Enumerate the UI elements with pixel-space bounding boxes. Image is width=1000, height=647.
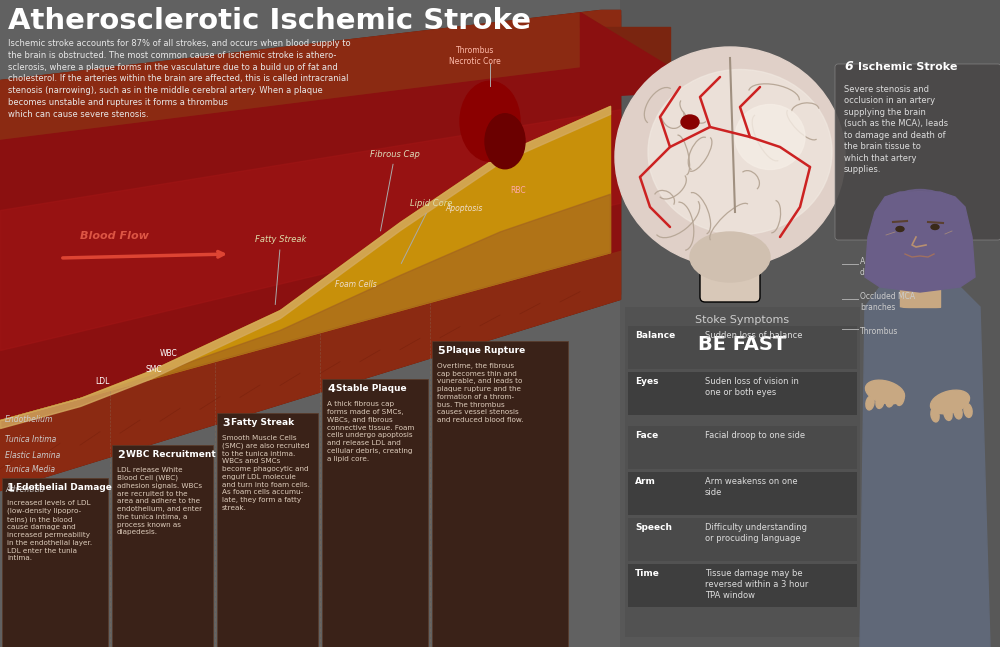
Ellipse shape — [954, 405, 962, 419]
Text: Difficulty understanding
or procuding language: Difficulty understanding or procuding la… — [705, 523, 807, 543]
Polygon shape — [915, 307, 965, 397]
Polygon shape — [865, 307, 930, 387]
Ellipse shape — [460, 82, 520, 161]
Text: SMC: SMC — [145, 365, 162, 374]
Ellipse shape — [931, 225, 939, 230]
Ellipse shape — [883, 192, 958, 272]
Bar — [628, 472, 857, 515]
Text: Arm: Arm — [635, 477, 656, 486]
Ellipse shape — [930, 390, 970, 414]
Text: Overtime, the fibrous
cap becomes thin and
vunerable, and leads to
plaque ruptur: Overtime, the fibrous cap becomes thin a… — [437, 363, 523, 423]
Bar — [628, 326, 857, 369]
Text: RBC: RBC — [510, 186, 526, 195]
Text: 6: 6 — [844, 60, 853, 73]
Text: Fibrous Cap: Fibrous Cap — [370, 149, 420, 231]
Bar — [628, 518, 857, 561]
Bar — [217, 413, 318, 647]
Text: Adventitia: Adventitia — [5, 485, 44, 494]
Text: Stable Plaque: Stable Plaque — [336, 384, 407, 393]
Text: Elastic Lamina: Elastic Lamina — [5, 450, 60, 459]
Text: Fatty Streak: Fatty Streak — [231, 417, 294, 426]
Text: Increased levels of LDL
(low-density lipopro-
teins) in the blood
cause damage a: Increased levels of LDL (low-density lip… — [7, 500, 92, 562]
Text: Endothelium: Endothelium — [5, 415, 53, 424]
Text: Thrombus: Thrombus — [860, 327, 898, 336]
Bar — [432, 341, 568, 647]
Bar — [2, 478, 108, 647]
Text: 5: 5 — [437, 346, 445, 356]
Text: Tunica Media: Tunica Media — [5, 465, 55, 474]
Text: Apoptosis: Apoptosis — [445, 204, 482, 213]
Text: Sudden loss of balance: Sudden loss of balance — [705, 331, 802, 340]
Ellipse shape — [690, 232, 770, 282]
Text: Occluded MCA
branches: Occluded MCA branches — [860, 292, 915, 312]
Ellipse shape — [735, 105, 805, 170]
Text: Arm weakenss on one
side: Arm weakenss on one side — [705, 477, 798, 497]
Text: 2: 2 — [117, 450, 125, 460]
Polygon shape — [865, 192, 975, 292]
Text: Atherosclerotic Ischemic Stroke: Atherosclerotic Ischemic Stroke — [8, 7, 531, 35]
Text: Facial droop to one side: Facial droop to one side — [705, 431, 805, 440]
Text: Balance: Balance — [635, 331, 675, 340]
Text: Face: Face — [635, 431, 658, 440]
Text: WBC: WBC — [160, 349, 178, 358]
Text: BE FAST: BE FAST — [698, 335, 787, 354]
Text: Time: Time — [635, 569, 660, 578]
Ellipse shape — [648, 69, 832, 234]
Text: Area of
damaged tissue: Area of damaged tissue — [860, 258, 921, 277]
FancyBboxPatch shape — [700, 257, 760, 302]
Text: LDL: LDL — [95, 377, 109, 386]
Ellipse shape — [896, 226, 904, 232]
Ellipse shape — [681, 115, 699, 129]
Polygon shape — [860, 282, 990, 647]
Ellipse shape — [896, 391, 904, 406]
Text: A thick fibrous cap
forms made of SMCs,
WBCs, and fibrous
connective tissue. Foa: A thick fibrous cap forms made of SMCs, … — [327, 401, 414, 461]
Text: Lipid Core: Lipid Core — [401, 199, 452, 263]
Text: WBC Recruitment: WBC Recruitment — [126, 450, 216, 459]
Ellipse shape — [485, 114, 525, 169]
Ellipse shape — [886, 393, 894, 407]
Bar — [628, 372, 857, 415]
Text: Eyes: Eyes — [635, 377, 658, 386]
Text: Blood Flow: Blood Flow — [80, 231, 149, 241]
Text: Ischemic Stroke: Ischemic Stroke — [858, 62, 957, 72]
Ellipse shape — [865, 380, 905, 404]
Text: Plaque Rupture: Plaque Rupture — [446, 346, 525, 355]
Ellipse shape — [964, 404, 972, 417]
FancyBboxPatch shape — [835, 64, 1000, 240]
Text: Severe stenosis and
occlusion in an artery
supplying the brain
(such as the MCA): Severe stenosis and occlusion in an arte… — [844, 85, 948, 174]
Text: Thrombus
Necrotic Core: Thrombus Necrotic Core — [449, 46, 501, 65]
Text: Edothelial Damage: Edothelial Damage — [16, 483, 112, 492]
Text: Suden loss of vision in
one or both eyes: Suden loss of vision in one or both eyes — [705, 377, 799, 397]
Bar — [322, 379, 428, 647]
Text: LDL release White
Blood Cell (WBC)
adhesion signals. WBCs
are recruited to the
a: LDL release White Blood Cell (WBC) adhes… — [117, 467, 202, 536]
Ellipse shape — [615, 47, 845, 267]
Text: Speech: Speech — [635, 523, 672, 532]
Ellipse shape — [931, 408, 939, 422]
Text: 4: 4 — [327, 384, 335, 395]
Text: Fatty Streak: Fatty Streak — [255, 236, 306, 305]
Text: Stoke Symptoms: Stoke Symptoms — [695, 315, 790, 325]
Text: Smooth Muscle Cells
(SMC) are also recruited
to the tunica intima.
WBCs and SMCs: Smooth Muscle Cells (SMC) are also recru… — [222, 435, 310, 510]
Ellipse shape — [876, 395, 884, 408]
Bar — [900, 277, 940, 307]
Text: Ischemic stroke accounts for 87% of all strokes, and occurs when blood supply to: Ischemic stroke accounts for 87% of all … — [8, 39, 351, 119]
Bar — [628, 564, 857, 607]
Ellipse shape — [880, 190, 960, 245]
Bar — [620, 0, 1000, 647]
Text: Foam Cells: Foam Cells — [335, 280, 377, 289]
Text: 1: 1 — [7, 483, 15, 493]
Text: Tunica Intima: Tunica Intima — [5, 435, 56, 444]
Bar — [628, 426, 857, 469]
Bar — [112, 445, 213, 647]
Text: Tissue damage may be
reversed within a 3 hour
TPA window: Tissue damage may be reversed within a 3… — [705, 569, 808, 600]
Bar — [625, 307, 860, 637]
Ellipse shape — [944, 406, 952, 421]
Text: 3: 3 — [222, 417, 230, 428]
Ellipse shape — [866, 396, 874, 410]
